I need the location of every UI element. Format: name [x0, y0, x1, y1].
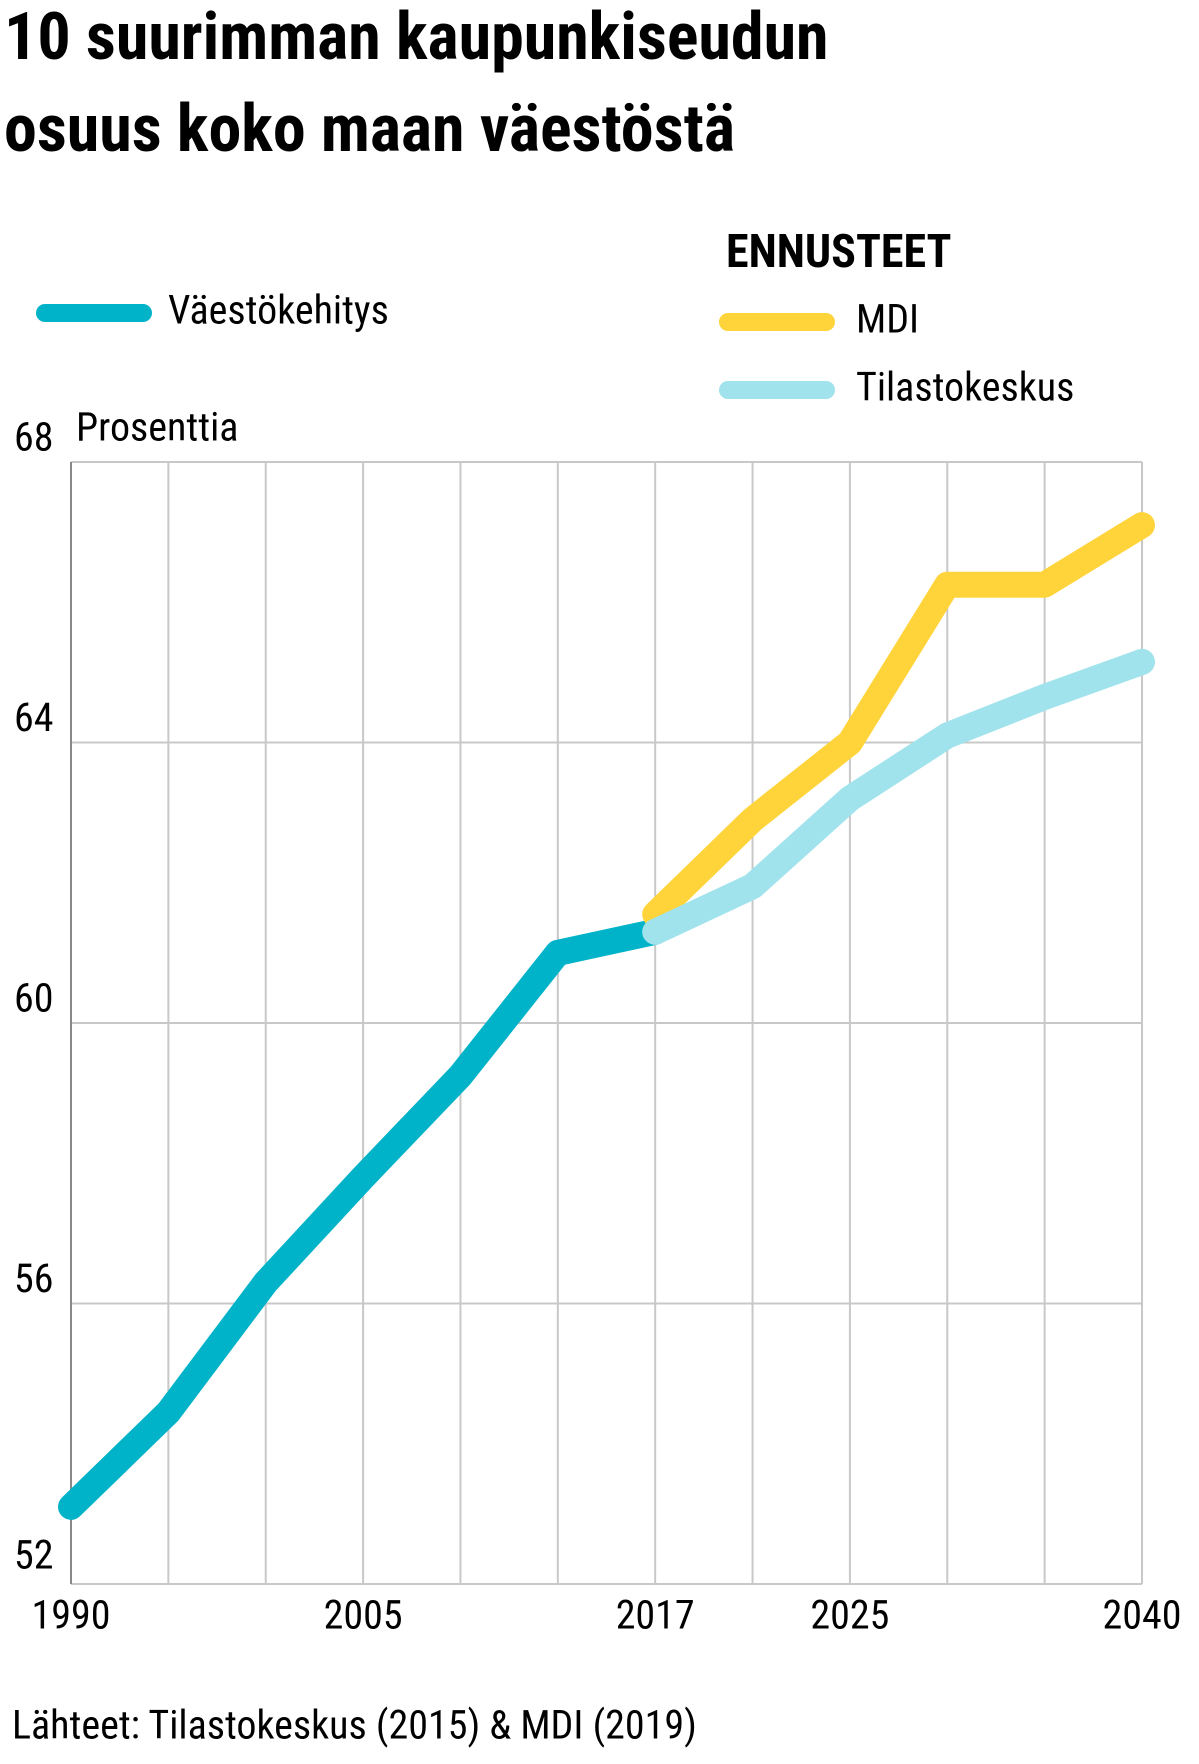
x-tick-label: 1990 [32, 1592, 111, 1639]
y-tick-label: 64 [14, 694, 54, 741]
x-tick-label: 2040 [1103, 1592, 1182, 1639]
series-line [642, 648, 1155, 945]
y-tick-label: 56 [14, 1255, 54, 1302]
series-line [642, 512, 1155, 928]
source: Lähteet: Tilastokeskus (2015) & MDI (201… [12, 1702, 697, 1749]
legend-label: Tilastokeskus [856, 364, 1074, 411]
y-tick-label: 60 [14, 975, 54, 1022]
chart-title: 10 suurimman kaupunkiseudun osuus koko ma… [4, 0, 829, 168]
legend-label: MDI [856, 296, 919, 343]
legend-label: Väestökehitys [168, 287, 389, 334]
legend-group-title: ENNUSTEET [726, 225, 952, 279]
y-tick-label: 68 [14, 414, 54, 461]
x-tick-label: 2005 [324, 1592, 403, 1639]
series-line [58, 918, 669, 1520]
x-tick-label: 2025 [810, 1592, 889, 1639]
y-tick-label: 52 [14, 1532, 54, 1579]
y-axis-label: Prosenttia [76, 404, 238, 451]
x-tick-label: 2017 [616, 1592, 695, 1639]
